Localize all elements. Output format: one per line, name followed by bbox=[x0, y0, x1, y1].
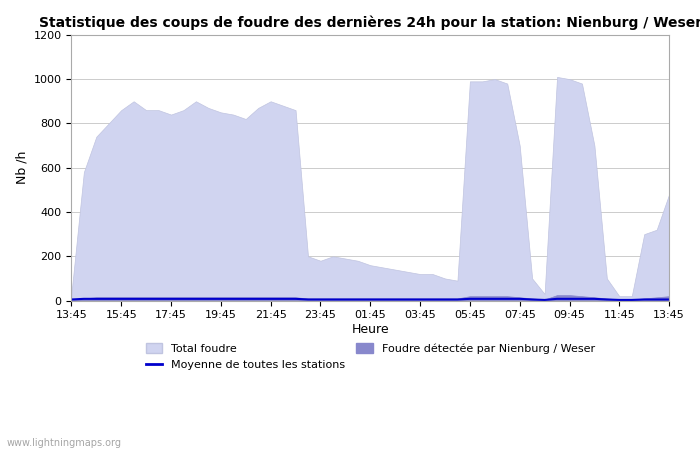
X-axis label: Heure: Heure bbox=[351, 323, 389, 336]
Y-axis label: Nb /h: Nb /h bbox=[15, 151, 28, 184]
Legend: Total foudre, Moyenne de toutes les stations, Foudre détectée par Nienburg / Wes: Total foudre, Moyenne de toutes les stat… bbox=[141, 339, 599, 375]
Title: Statistique des coups de foudre des dernières 24h pour la station: Nienburg / We: Statistique des coups de foudre des dern… bbox=[38, 15, 700, 30]
Text: www.lightningmaps.org: www.lightningmaps.org bbox=[7, 437, 122, 447]
